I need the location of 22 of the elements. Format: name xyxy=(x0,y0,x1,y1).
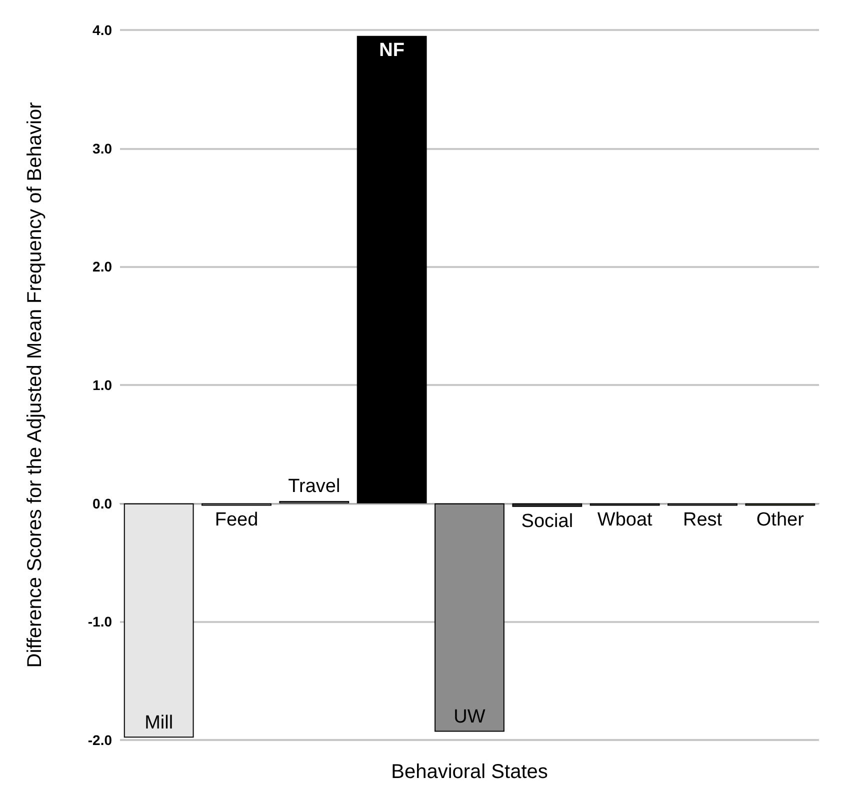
x-tick-label: Social xyxy=(521,510,574,532)
bar xyxy=(124,503,194,738)
bar xyxy=(434,503,504,732)
x-tick-label: Travel xyxy=(288,476,340,497)
x-tick-label: NF xyxy=(379,40,404,61)
x-tick-label: Wboat xyxy=(597,510,654,531)
y-tick-label: 1.0 xyxy=(92,377,112,393)
x-tick-label: Rest xyxy=(682,510,723,531)
x-axis-title: Behavioral States xyxy=(391,761,548,783)
y-tick-label: -2.0 xyxy=(88,732,112,748)
y-axis-title: Difference Scores for the Adjusted Mean Frequency of Behavior xyxy=(24,102,46,668)
y-tick-label: 2.0 xyxy=(92,258,112,275)
y-tick-label: 3.0 xyxy=(92,140,112,156)
y-tick-label: -1.0 xyxy=(88,614,112,630)
x-tick-label: Feed xyxy=(214,510,258,531)
x-tick-label: Other xyxy=(756,510,805,531)
bar xyxy=(356,36,427,504)
x-tick-label: UW xyxy=(454,706,486,728)
y-tick-label: 4.0 xyxy=(92,22,112,38)
y-tick-label: 0.0 xyxy=(92,495,112,512)
bar xyxy=(512,503,582,507)
x-tick-label: Mill xyxy=(144,712,174,734)
